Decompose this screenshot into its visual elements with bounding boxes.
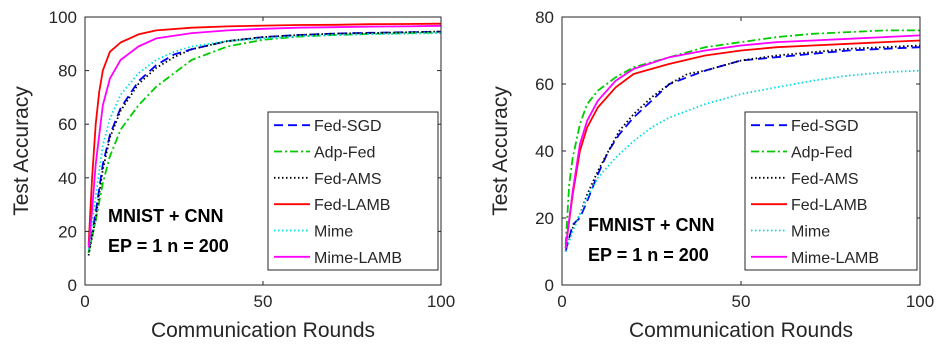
legend-label: Mime-LAMB: [314, 250, 402, 267]
legend: Fed-SGD Adp-Fed Fed-AMS Fed-LAMB Mime Mime-LA…: [744, 111, 918, 271]
legend-label: Fed-AMS: [314, 171, 382, 188]
series-line-mime: [564, 69, 920, 252]
series-lines: [564, 29, 920, 252]
chart-panel-2: 0 50 100 0 20 40 60 80 Communication Rounds Test …: [489, 8, 934, 342]
y-tick-label: 60: [535, 75, 554, 94]
series-line-fed-sgd: [87, 30, 441, 253]
x-tick-label: 0: [557, 292, 566, 311]
legend: Fed-SGD Adp-Fed Fed-AMS Fed-LAMB Mime Mime-LA…: [267, 111, 439, 271]
legend-box: [744, 111, 918, 271]
series-line-fed-lamb: [564, 39, 920, 249]
series-line-mime-lamb: [564, 34, 920, 249]
annotation-dataset: FMNIST + CNN: [588, 215, 715, 235]
series-line-mime-lamb: [87, 24, 441, 248]
legend-label: Mime-LAMB: [791, 250, 879, 267]
y-tick-label: 0: [545, 276, 554, 295]
y-tick-label: 100: [49, 8, 77, 27]
legend-label: Fed-SGD: [791, 118, 859, 135]
x-axis-label: Communication Rounds: [151, 319, 375, 342]
y-tick-label: 40: [535, 142, 554, 161]
x-tick-label: 50: [732, 292, 751, 311]
legend-label: Fed-AMS: [791, 171, 859, 188]
y-tick-label: 80: [58, 62, 77, 81]
x-axis-label: Communication Rounds: [629, 319, 853, 342]
y-tick-label: 60: [58, 115, 77, 134]
legend-label: Fed-LAMB: [791, 197, 867, 214]
series-line-adp-fed: [564, 29, 920, 245]
series-line-fed-sgd: [564, 46, 920, 252]
series-line-fed-ams: [564, 44, 920, 252]
annotation-setting: EP = 1 n = 200: [588, 245, 709, 265]
y-tick-label: 0: [68, 276, 77, 295]
x-tick-label: 100: [906, 292, 934, 311]
y-axis-label: Test Accuracy: [489, 86, 512, 216]
y-tick-label: 80: [535, 8, 554, 27]
legend-label: Fed-SGD: [314, 118, 382, 135]
x-tick-label: 0: [80, 292, 89, 311]
annotation-dataset: MNIST + CNN: [108, 206, 224, 226]
y-tick-label: 20: [535, 209, 554, 228]
y-tick-label: 40: [58, 169, 77, 188]
chart-panel-1: 0 50 100 0 20 40 60 80 100 Communication Rounds Te…: [10, 8, 455, 342]
legend-label: Adp-Fed: [314, 145, 375, 162]
series-lines: [87, 22, 441, 256]
y-axis-label: Test Accuracy: [10, 86, 33, 216]
legend-label: Adp-Fed: [791, 145, 852, 162]
series-line-fed-lamb: [87, 22, 441, 245]
y-tick-label: 20: [58, 222, 77, 241]
series-line-mime: [87, 32, 441, 251]
legend-label: Mime: [314, 224, 353, 241]
legend-label: Mime: [791, 224, 830, 241]
annotation-setting: EP = 1 n = 200: [108, 236, 229, 256]
x-tick-label: 100: [427, 292, 455, 311]
legend-label: Fed-LAMB: [314, 197, 390, 214]
legend-box: [267, 111, 439, 271]
x-tick-label: 50: [254, 292, 273, 311]
